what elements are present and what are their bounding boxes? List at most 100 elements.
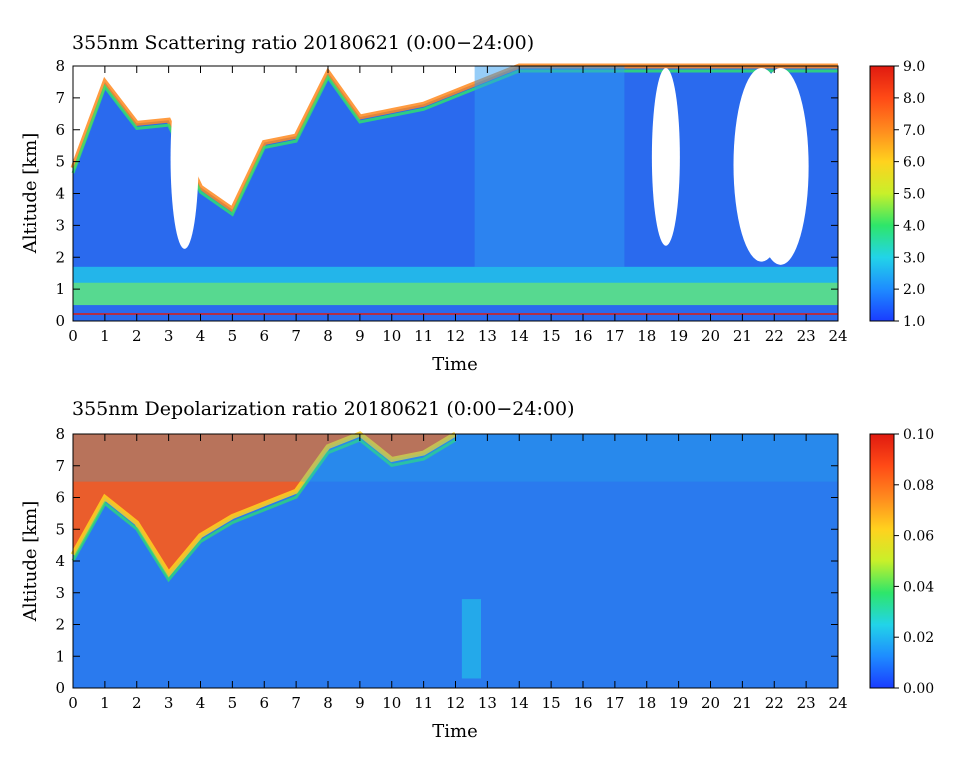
x-tick-label: 11 xyxy=(414,694,433,712)
x-tick-label: 17 xyxy=(605,327,624,345)
y-tick-label: 8 xyxy=(55,57,65,75)
y-tick-label: 7 xyxy=(55,457,65,475)
colorbar-tick-label: 0.02 xyxy=(903,630,934,646)
colorbar-tick-label: 0.04 xyxy=(903,579,934,595)
x-tick-label: 17 xyxy=(605,694,624,712)
x-tick-label: 4 xyxy=(196,694,206,712)
x-tick-label: 1 xyxy=(100,327,110,345)
x-tick-label: 5 xyxy=(228,694,238,712)
x-tick-label: 24 xyxy=(828,694,847,712)
x-tick-label: 16 xyxy=(573,327,592,345)
x-tick-label: 9 xyxy=(355,327,365,345)
no-data-region xyxy=(73,66,838,210)
axis-ticks: 0 1 2 3 4 5 6 7 8 9 10 11 12 13 14 15 16 17 18 19 20 21 22 23 24… xyxy=(55,425,847,712)
x-tick-label: 7 xyxy=(291,327,301,345)
colorbar-tick-label: 7.0 xyxy=(903,123,925,139)
clear-region xyxy=(170,68,199,249)
y-tick-label: 8 xyxy=(55,425,65,443)
x-tick-label: 7 xyxy=(291,694,301,712)
x-tick-label: 13 xyxy=(478,694,497,712)
x-tick-label: 4 xyxy=(196,327,206,345)
x-tick-label: 23 xyxy=(797,327,816,345)
y-tick-label: 0 xyxy=(55,312,65,330)
y-axis-label: Altitude [km] xyxy=(20,501,41,623)
x-axis-label: Time xyxy=(432,354,477,375)
colorbar-ticks: 1.0 2.0 3.0 4.0 5.0 6.0 7.0 8.0 9.0 xyxy=(894,59,925,330)
x-tick-label: 5 xyxy=(228,327,238,345)
x-tick-label: 3 xyxy=(164,694,174,712)
x-tick-label: 1 xyxy=(100,694,110,712)
y-tick-label: 3 xyxy=(55,584,65,602)
colorbar-tick-label: 3.0 xyxy=(903,250,925,266)
y-tick-label: 6 xyxy=(55,489,65,507)
midday-region xyxy=(474,66,625,267)
x-tick-label: 2 xyxy=(132,327,142,345)
x-tick-label: 18 xyxy=(637,694,656,712)
colorbar-tick-label: 1.0 xyxy=(903,314,925,330)
x-tick-label: 12 xyxy=(446,694,465,712)
y-tick-label: 4 xyxy=(55,552,65,570)
colorbar-tick-label: 0.10 xyxy=(903,427,934,443)
colorbar-tick-label: 4.0 xyxy=(903,218,925,234)
colorbar-tick-label: 0.06 xyxy=(903,529,934,545)
x-tick-label: 0 xyxy=(68,327,78,345)
x-tick-label: 21 xyxy=(733,694,752,712)
colorbar-tick-label: 8.0 xyxy=(903,91,925,107)
colorbar xyxy=(869,65,895,322)
chart-title: 355nm Depolarization ratio 20180621 (0:0… xyxy=(72,398,574,420)
y-tick-label: 5 xyxy=(55,520,65,538)
y-tick-label: 1 xyxy=(55,280,65,298)
x-tick-label: 22 xyxy=(765,694,784,712)
colorbar-tick-label: 0.00 xyxy=(903,681,934,697)
x-tick-label: 10 xyxy=(382,694,401,712)
colorbar-tick-label: 5.0 xyxy=(903,187,925,203)
colorbar-tick-label: 0.08 xyxy=(903,478,934,494)
colorbar xyxy=(869,433,895,689)
y-tick-label: 3 xyxy=(55,216,65,234)
colorbar-tick-label: 6.0 xyxy=(903,155,925,171)
x-tick-label: 13 xyxy=(478,327,497,345)
heatmap-fill xyxy=(70,63,838,315)
x-tick-label: 10 xyxy=(382,327,401,345)
x-tick-label: 20 xyxy=(701,327,720,345)
x-tick-label: 21 xyxy=(733,327,752,345)
x-tick-label: 16 xyxy=(573,694,592,712)
x-tick-label: 14 xyxy=(510,327,529,345)
x-axis-label: Time xyxy=(432,721,477,742)
x-tick-label: 23 xyxy=(797,694,816,712)
y-tick-label: 6 xyxy=(55,121,65,139)
x-tick-label: 24 xyxy=(828,327,847,345)
y-tick-label: 0 xyxy=(55,679,65,697)
x-tick-label: 20 xyxy=(701,694,720,712)
y-tick-label: 4 xyxy=(55,185,65,203)
x-tick-label: 9 xyxy=(355,694,365,712)
y-tick-label: 5 xyxy=(55,153,65,171)
clear-region xyxy=(651,68,680,246)
colorbar-ticks: 0.00 0.02 0.04 0.06 0.08 0.10 xyxy=(894,427,934,697)
x-tick-label: 0 xyxy=(68,694,78,712)
y-tick-label: 7 xyxy=(55,89,65,107)
x-tick-label: 22 xyxy=(765,327,784,345)
y-axis-label: Altitude [km] xyxy=(20,133,41,255)
x-tick-label: 8 xyxy=(323,694,333,712)
x-tick-label: 19 xyxy=(669,327,688,345)
depol-edge-lower xyxy=(71,438,457,583)
scattering-ratio-panel: 355nm Scattering ratio 20180621 (0:00−24… xyxy=(20,32,925,375)
aerosol-layer-core xyxy=(73,282,838,306)
x-tick-label: 6 xyxy=(259,694,269,712)
x-tick-label: 18 xyxy=(637,327,656,345)
y-tick-label: 1 xyxy=(55,647,65,665)
x-tick-label: 11 xyxy=(414,327,433,345)
x-tick-label: 12 xyxy=(446,327,465,345)
x-tick-label: 15 xyxy=(542,694,561,712)
x-tick-label: 2 xyxy=(132,694,142,712)
x-tick-label: 15 xyxy=(542,327,561,345)
midday-plume xyxy=(461,599,481,679)
y-tick-label: 2 xyxy=(55,616,65,634)
heatmap-fill xyxy=(70,431,838,679)
x-tick-label: 3 xyxy=(164,327,174,345)
chart-title: 355nm Scattering ratio 20180621 (0:00−24… xyxy=(72,32,534,54)
x-tick-label: 14 xyxy=(510,694,529,712)
x-tick-label: 6 xyxy=(259,327,269,345)
